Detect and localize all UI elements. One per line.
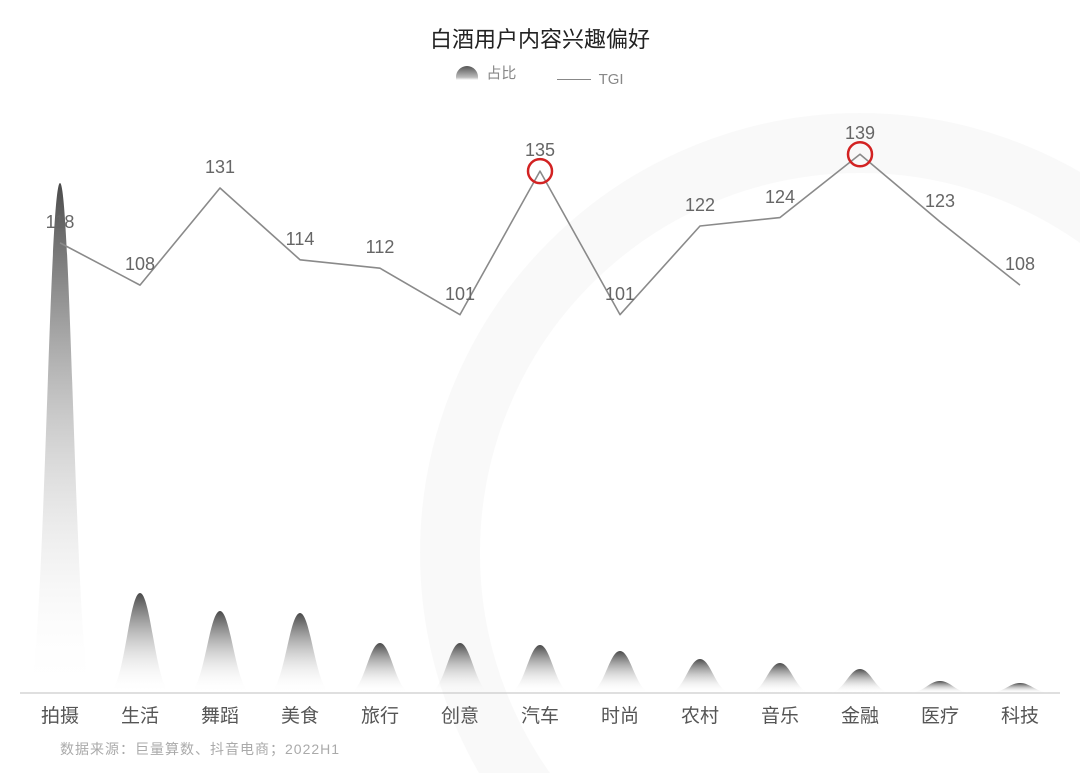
share-hump xyxy=(348,643,412,693)
share-hump xyxy=(108,593,172,693)
tgi-value-label: 108 xyxy=(1005,254,1035,275)
tgi-value-label: 101 xyxy=(605,284,635,305)
tgi-value-label: 114 xyxy=(286,229,315,250)
x-label: 金融 xyxy=(841,701,879,728)
tgi-value-label: 123 xyxy=(925,191,955,212)
x-label: 创意 xyxy=(441,701,479,728)
x-label: 医疗 xyxy=(921,701,959,728)
share-hump xyxy=(668,659,732,693)
x-label: 汽车 xyxy=(521,701,559,728)
tgi-value-label: 101 xyxy=(445,284,475,305)
x-label: 农村 xyxy=(681,701,719,728)
tgi-value-label: 122 xyxy=(685,195,715,216)
x-label: 舞蹈 xyxy=(201,701,239,728)
x-label: 科技 xyxy=(1001,701,1039,728)
share-hump xyxy=(828,669,892,693)
x-label: 音乐 xyxy=(761,701,799,728)
x-label: 拍摄 xyxy=(41,701,79,728)
x-label: 生活 xyxy=(121,701,159,728)
tgi-value-label: 131 xyxy=(205,157,235,178)
share-hump xyxy=(188,611,252,693)
tgi-value-label: 124 xyxy=(765,187,795,208)
share-hump xyxy=(428,643,492,693)
tgi-value-label: 135 xyxy=(525,140,555,161)
source-text: 数据来源：巨量算数、抖音电商；2022H1 xyxy=(60,739,340,759)
share-hump xyxy=(748,663,812,693)
share-hump xyxy=(988,683,1052,693)
tgi-value-label: 139 xyxy=(845,123,875,144)
share-hump xyxy=(268,613,332,693)
x-axis-labels: 拍摄 生活 舞蹈 美食 旅行 创意 汽车 时尚 农村 音乐 金融 医疗 科技 xyxy=(0,701,1080,725)
x-label: 美食 xyxy=(281,701,319,728)
tgi-value-label: 112 xyxy=(366,237,395,258)
share-hump xyxy=(28,183,92,693)
share-hump xyxy=(588,651,652,693)
x-label: 旅行 xyxy=(361,701,399,728)
share-hump xyxy=(508,645,572,693)
tgi-line xyxy=(60,154,1020,314)
tgi-value-label: 118 xyxy=(46,212,75,233)
tgi-value-label: 108 xyxy=(125,254,155,275)
x-label: 时尚 xyxy=(601,701,639,728)
share-hump xyxy=(908,681,972,693)
chart-plot xyxy=(0,0,1080,773)
